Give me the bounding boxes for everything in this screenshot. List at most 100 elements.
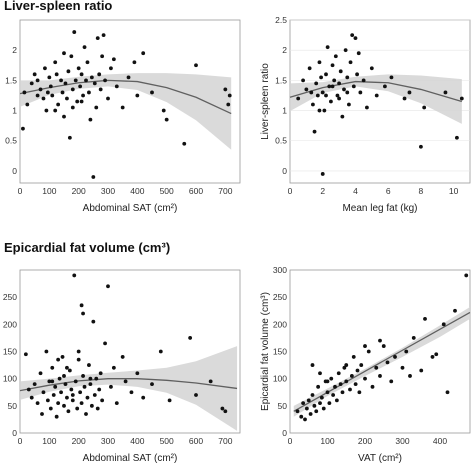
data-point — [319, 75, 323, 80]
y-tick-label: 300 — [273, 265, 287, 275]
x-tick-label: 400 — [130, 186, 144, 196]
data-point — [106, 284, 110, 289]
data-point — [47, 379, 52, 384]
data-point — [188, 336, 193, 340]
data-point — [320, 172, 325, 176]
data-point — [400, 365, 405, 370]
y-tick-label: 2.5 — [275, 15, 287, 25]
chart-panel-3: 0 50 100 150 200 250 0 100 200 300 400 500 600 700 Abd… — [3, 269, 241, 464]
data-point — [321, 406, 326, 411]
y-tick-label: 100 — [3, 374, 17, 384]
data-point — [378, 374, 382, 378]
y-tick-label: 50 — [8, 401, 18, 411]
y-axis-label: Epicardial fat volume (cm³) — [260, 292, 271, 411]
data-point — [334, 398, 339, 403]
data-point — [44, 108, 49, 113]
x-tick-label: 100 — [42, 436, 56, 446]
data-point — [88, 382, 93, 386]
data-point — [70, 87, 75, 92]
data-point — [53, 108, 58, 113]
data-point — [67, 368, 72, 373]
data-point — [150, 382, 154, 386]
data-point — [123, 379, 128, 384]
data-point — [78, 84, 83, 89]
data-point — [76, 357, 81, 362]
data-point — [430, 355, 435, 359]
data-point — [422, 105, 427, 110]
data-point — [345, 90, 350, 95]
data-point — [114, 84, 119, 89]
data-point — [164, 117, 169, 122]
data-point — [312, 129, 317, 134]
y-tick-label: 2 — [12, 45, 17, 55]
x-tick-label: 400 — [433, 436, 447, 446]
data-point — [351, 355, 356, 359]
data-point — [135, 93, 140, 98]
data-point — [41, 390, 46, 395]
data-point — [78, 390, 83, 395]
y-tick-label: 0.5 — [275, 136, 287, 146]
data-point — [333, 54, 338, 59]
x-tick-label: 4 — [353, 186, 358, 196]
data-point — [76, 349, 81, 354]
data-point — [366, 349, 371, 354]
y-tick-label: 1.5 — [5, 75, 17, 85]
data-point — [434, 352, 439, 357]
data-point — [356, 51, 361, 56]
data-point — [25, 102, 30, 107]
data-point — [126, 75, 131, 80]
data-point — [329, 376, 334, 381]
data-point — [342, 365, 347, 370]
data-point — [56, 102, 61, 107]
data-point — [344, 379, 349, 384]
data-point — [318, 401, 322, 406]
x-tick-label: 500 — [160, 436, 174, 446]
data-point — [385, 360, 390, 365]
data-point — [70, 398, 75, 403]
data-point — [445, 390, 450, 395]
data-point — [23, 352, 28, 357]
data-point — [349, 374, 354, 378]
data-point — [350, 33, 355, 37]
data-point — [194, 393, 198, 397]
data-point — [63, 382, 68, 386]
data-point — [32, 382, 37, 386]
data-point — [453, 308, 457, 313]
data-point — [63, 81, 68, 86]
x-tick-label: 8 — [419, 186, 424, 196]
data-point — [393, 355, 397, 359]
data-point — [48, 84, 53, 89]
data-point — [41, 96, 46, 101]
data-point — [310, 363, 315, 367]
data-point — [327, 401, 332, 406]
data-point — [56, 401, 61, 406]
data-point — [48, 406, 53, 411]
data-point — [317, 60, 322, 65]
data-point — [325, 379, 330, 384]
data-point — [296, 96, 301, 101]
data-point — [62, 403, 66, 408]
x-tick-label: 100 — [42, 186, 56, 196]
fit-line — [19, 378, 238, 392]
data-point — [62, 51, 66, 56]
data-point — [324, 72, 328, 77]
confidence-band — [20, 346, 238, 431]
data-point — [419, 144, 423, 149]
data-point — [226, 102, 231, 107]
data-point — [312, 403, 317, 408]
data-point — [35, 401, 40, 406]
data-point — [359, 363, 364, 367]
x-tick-label: 0 — [18, 186, 23, 196]
y-tick-label: 50 — [278, 401, 288, 411]
data-point — [47, 75, 52, 80]
data-point — [114, 401, 119, 406]
heading-liver-spleen-ratio: Liver-spleen ratio — [4, 0, 113, 13]
data-point — [295, 409, 300, 414]
data-point — [389, 75, 394, 80]
x-axis-label: Abdominal SAT (cm²) — [83, 453, 178, 464]
data-point — [29, 81, 34, 86]
data-point — [85, 395, 90, 400]
data-point — [194, 63, 198, 68]
data-point — [101, 33, 106, 37]
